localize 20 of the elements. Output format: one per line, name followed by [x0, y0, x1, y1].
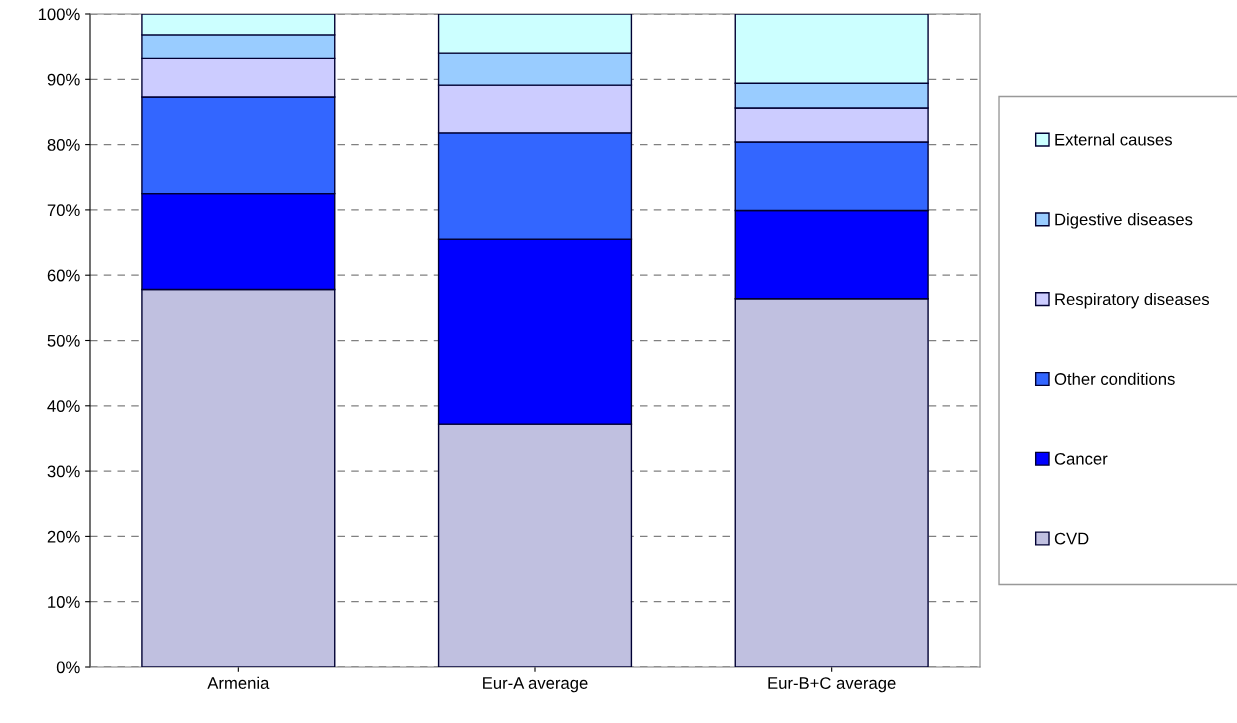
- y-tick-label: 100%: [38, 8, 80, 21]
- x-tick-label: Armenia: [207, 676, 270, 689]
- y-tick-label: 10%: [48, 596, 80, 608]
- legend-label: Other conditions: [1054, 372, 1175, 385]
- y-tick-label: 30%: [47, 465, 80, 478]
- x-tick-label: Eur-B+C average: [768, 677, 896, 693]
- legend-label: CVD: [1054, 532, 1089, 545]
- y-tick-label: 50%: [47, 334, 80, 347]
- legend-label: External causes: [1055, 133, 1172, 146]
- y-tick-label: 0%: [56, 661, 80, 674]
- y-tick-label: 70%: [47, 204, 80, 217]
- y-tick-label: 90%: [47, 73, 80, 86]
- y-tick-label: 80%: [47, 139, 80, 151]
- legend-label: Respiratory diseases: [1055, 292, 1210, 309]
- x-tick-label: Eur-A average: [483, 677, 588, 693]
- y-tick-label: 40%: [47, 400, 80, 412]
- y-tick-label: 20%: [47, 530, 80, 543]
- y-tick-label: 60%: [47, 269, 80, 282]
- legend-label: Digestive diseases: [1055, 213, 1193, 229]
- legend-label: Cancer: [1054, 452, 1108, 465]
